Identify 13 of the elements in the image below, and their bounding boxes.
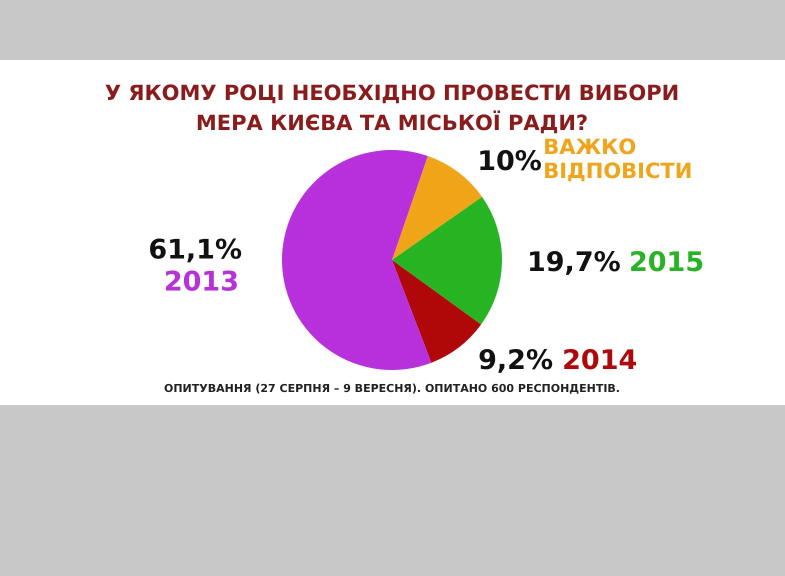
- data-label: 19,7%: [526, 247, 621, 278]
- data-label: 10%: [477, 146, 542, 178]
- data-label: 61,1%: [148, 234, 242, 266]
- slice-label: 2014: [562, 345, 638, 376]
- text: ОПИТУВАННЯ (27 СЕРПНЯ – 9 ВЕРЕСНЯ). ОПИТАНО 600 РЕСПОНДЕНТІВ.: [164, 382, 620, 395]
- chart-title: У ЯКОМУ РОЦІ НЕОБХІДНО ПРОВЕСТИ ВИБОРИ МЕРА КИЄВА ТА МІСЬКОЇ РАДИ?: [104, 81, 680, 135]
- data-label: 9,2%: [478, 345, 554, 376]
- slice-label: 2015: [628, 247, 704, 278]
- pie-slice: [392, 260, 482, 363]
- slice-label: 2013: [164, 266, 240, 298]
- pie-slice: [282, 150, 432, 370]
- pie-slice: [392, 196, 502, 325]
- slice-label: ВАЖКО ВІДПОВІСТИ: [543, 135, 692, 184]
